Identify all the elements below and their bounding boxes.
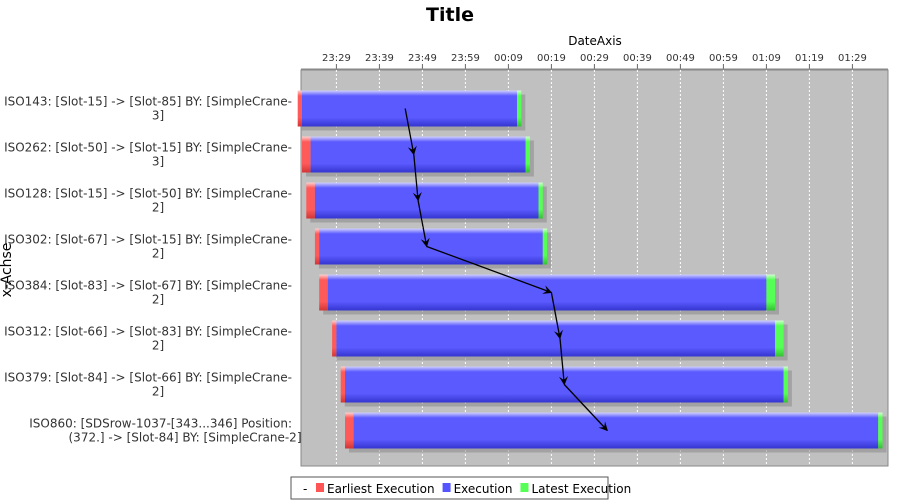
category-label: 2] xyxy=(152,247,164,261)
bar-shadow xyxy=(529,140,534,177)
bar-latest-execution xyxy=(538,182,543,219)
bar-earliest-execution xyxy=(345,412,354,449)
legend-label: Execution xyxy=(454,482,513,496)
x-tick-label: 23:59 xyxy=(451,53,480,64)
category-label: 2] xyxy=(152,201,164,215)
dependency-arrow xyxy=(426,245,553,294)
x-axis-ticks: 23:29 23:39 23:49 23:59 00:09 00:19 00:29 00:39… xyxy=(301,53,888,70)
x-tick-label: 23:39 xyxy=(365,53,394,64)
legend-label: Earliest Execution xyxy=(327,482,435,496)
bar-shadow xyxy=(546,232,552,269)
x-tick-label: 00:59 xyxy=(709,53,738,64)
bar-latest-execution xyxy=(783,366,788,403)
category-label: ISO379: [Slot-84] -> [Slot-66] BY: [Simp… xyxy=(4,371,292,385)
bar-earliest-execution xyxy=(306,182,315,219)
x-tick-label: 00:09 xyxy=(494,53,523,64)
dependency-arrows xyxy=(404,108,608,432)
category-label: 2] xyxy=(152,293,164,307)
bar-earliest-execution xyxy=(297,90,302,127)
bar-shadow xyxy=(882,416,887,453)
bar-execution xyxy=(336,320,775,357)
bar-latest-execution xyxy=(878,412,883,449)
x-tick-label: 00:29 xyxy=(580,53,609,64)
category-label: 3] xyxy=(152,109,164,123)
dependency-arrow xyxy=(563,384,608,432)
category-label: ISO312: [Slot-66] -> [Slot-83] BY: [Simp… xyxy=(4,325,292,339)
legend-swatch xyxy=(316,483,324,492)
bar-earliest-execution xyxy=(319,274,328,311)
x-tick-label: 23:29 xyxy=(322,53,351,64)
legend: - Earliest Execution Execution Latest Execu… xyxy=(290,476,631,500)
legend-swatch xyxy=(520,483,529,492)
category-label: ISO143: [Slot-15] -> [Slot-85] BY: [Simp… xyxy=(4,95,292,109)
bar-earliest-execution xyxy=(340,366,345,403)
bar-shadow xyxy=(542,186,547,223)
bar-earliest-execution xyxy=(332,320,337,357)
chart-title: Title xyxy=(426,4,474,26)
bar-execution xyxy=(302,90,517,127)
bar-latest-execution xyxy=(775,320,784,357)
category-labels: ISO143: [Slot-15] -> [Slot-85] BY: [Simp… xyxy=(4,95,301,445)
category-label: ISO384: [Slot-83] -> [Slot-67] BY: [Simp… xyxy=(4,279,292,293)
x-tick-label: 01:09 xyxy=(752,53,781,64)
x-tick-label: 23:49 xyxy=(408,53,437,64)
bar-latest-execution xyxy=(525,136,530,173)
category-label: ISO128: [Slot-15] -> [Slot-50] BY: [Simp… xyxy=(4,187,292,201)
bars xyxy=(297,90,887,453)
bar-earliest-execution xyxy=(314,228,320,265)
bar-execution xyxy=(327,274,767,311)
category-label: 2] xyxy=(152,385,164,399)
legend-lead: - xyxy=(303,482,307,496)
x-tick-label: 01:29 xyxy=(838,53,867,64)
y-axis-label: x-Achse xyxy=(0,243,15,298)
category-label: ISO302: [Slot-67] -> [Slot-15] BY: [Simp… xyxy=(4,233,292,247)
category-label: (372.] -> [Slot-84] BY: [SimpleCrane-2] xyxy=(69,431,302,445)
category-label: 2] xyxy=(152,339,164,353)
bar-latest-execution xyxy=(517,90,522,127)
bar-execution xyxy=(353,412,879,449)
bar-execution xyxy=(319,228,543,265)
category-label: ISO262: [Slot-50] -> [Slot-15] BY: [Simp… xyxy=(4,141,292,155)
bar-execution xyxy=(314,182,539,219)
dependency-arrow xyxy=(550,292,563,340)
dependency-arrow xyxy=(404,108,417,156)
x-tick-label: 00:49 xyxy=(666,53,695,64)
x-axis-label: DateAxis xyxy=(568,34,622,48)
category-label: 3] xyxy=(152,155,164,169)
bar-execution xyxy=(310,136,526,173)
dependency-arrow xyxy=(412,154,422,202)
bar-latest-execution xyxy=(766,274,775,311)
dependency-arrow xyxy=(559,338,569,386)
x-tick-label: 00:39 xyxy=(623,53,652,64)
category-label: ISO860: [SDSrow-1037-[343...346] Positio… xyxy=(29,417,292,431)
x-tick-label: 01:19 xyxy=(795,53,824,64)
bar-latest-execution xyxy=(542,228,548,265)
bar-shadow xyxy=(521,94,526,131)
legend-swatch xyxy=(442,483,451,492)
dependency-arrow xyxy=(417,200,430,248)
legend-label: Latest Execution xyxy=(531,482,631,496)
x-tick-label: 00:19 xyxy=(537,53,566,64)
bar-shadow xyxy=(787,370,792,407)
bar-earliest-execution xyxy=(302,136,311,173)
